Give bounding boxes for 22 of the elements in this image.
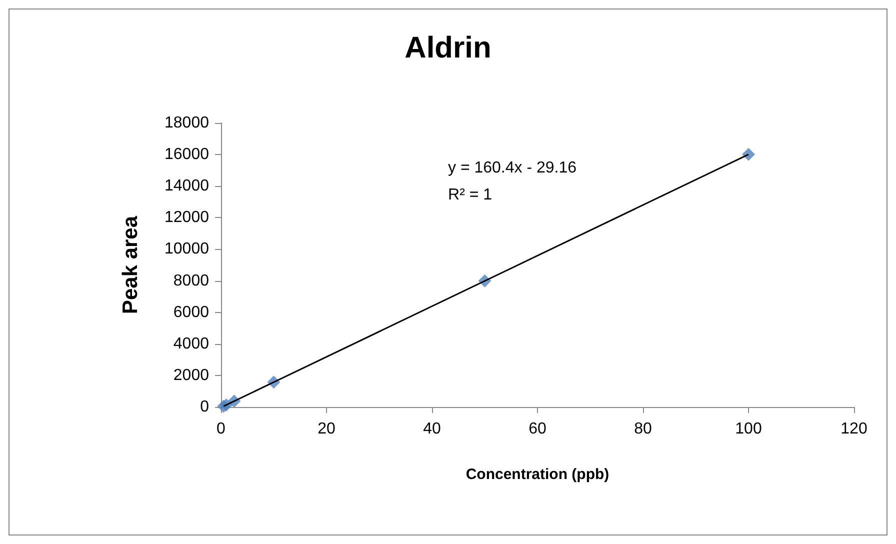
y-tick-label: 8000 <box>173 272 210 290</box>
x-tick-label: 80 <box>634 420 652 438</box>
x-tick-label: 60 <box>528 420 546 438</box>
y-tick-label: 0 <box>200 398 210 416</box>
annotation: y = 160.4x - 29.16 <box>448 160 577 176</box>
y-tick-label: 16000 <box>164 146 210 164</box>
y-tick-label: 4000 <box>173 335 210 352</box>
chart-title: Aldrin <box>404 32 492 64</box>
y-tick-label: 2000 <box>173 366 210 384</box>
y-tick-label: 6000 <box>173 304 210 321</box>
y-tick-label: 12000 <box>164 209 210 226</box>
x-axis-title: Concentration (ppb) <box>466 466 610 483</box>
y-axis-title: Peak area <box>119 216 142 314</box>
y-tick-label: 14000 <box>164 178 210 195</box>
y-tick-label: 18000 <box>164 114 210 132</box>
x-tick-label: 100 <box>735 420 762 438</box>
x-tick-label: 40 <box>423 420 441 438</box>
x-tick-label: 0 <box>216 420 226 438</box>
annotation: R² = 1 <box>448 186 492 204</box>
x-tick-label: 20 <box>318 420 336 438</box>
y-tick-label: 10000 <box>164 240 210 258</box>
x-tick-label: 120 <box>840 420 868 438</box>
